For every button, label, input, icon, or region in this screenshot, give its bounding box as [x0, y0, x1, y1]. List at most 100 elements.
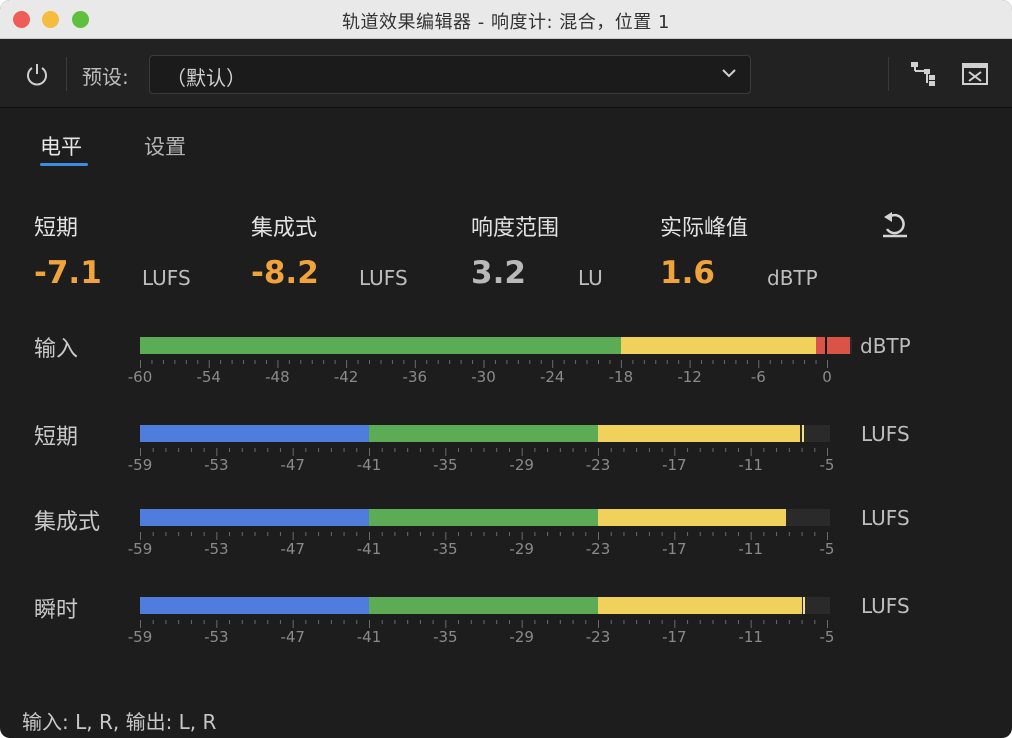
short-term-value: -7.1 — [34, 255, 102, 291]
loudness-range-label: 响度范围 — [471, 216, 560, 241]
meter-segment — [369, 597, 598, 614]
meter-segment — [140, 337, 621, 354]
tick-label: -54 — [196, 368, 221, 386]
tick-label: -23 — [585, 540, 611, 558]
momentary-meter — [140, 597, 830, 614]
short-term-meter — [140, 425, 830, 442]
tab-levels[interactable]: 电平 — [40, 135, 82, 159]
short-term-meter-label: 短期 — [34, 425, 79, 450]
tick-label: -35 — [433, 628, 458, 646]
tick-label: -59 — [127, 628, 153, 646]
tick-label: -17 — [662, 540, 687, 558]
meter-segment — [140, 425, 369, 442]
loudness-range-unit: LU — [578, 266, 603, 290]
preset-dropdown[interactable]: （默认） — [149, 55, 751, 94]
tick-marks — [140, 448, 828, 456]
close-box-icon[interactable] — [962, 63, 988, 85]
preset-value: （默认） — [166, 66, 246, 90]
momentary-meter-label: 瞬时 — [34, 598, 79, 623]
tick-label: -35 — [433, 540, 458, 558]
tick-label: -11 — [738, 540, 763, 558]
meter-segment — [620, 337, 816, 354]
tick-label: -23 — [585, 628, 611, 646]
tick-label: -6 — [750, 368, 766, 386]
toolbar-divider — [888, 57, 889, 91]
input-meter-unit: dBTP — [860, 334, 911, 358]
window-title: 轨道效果编辑器 - 响度计: 混合，位置 1 — [342, 12, 670, 33]
tick-label: -53 — [204, 456, 229, 474]
meter-segment — [369, 509, 598, 526]
tick-label: -47 — [280, 628, 305, 646]
meter-segment — [140, 509, 369, 526]
input-meter — [140, 337, 852, 354]
tick-label: -59 — [127, 540, 153, 558]
tick-label: -12 — [677, 368, 702, 386]
tick-label: -48 — [265, 368, 290, 386]
input-meter-label: 输入 — [34, 337, 79, 362]
maximize-window-button[interactable] — [72, 11, 89, 28]
input-meter-ticks: -60 -54 -48 -42 -36 -30 -24 -18 -12 -6 0 — [128, 355, 852, 386]
tick-label: -5 — [819, 456, 835, 474]
true-peak-unit: dBTP — [767, 266, 818, 290]
meter-segment — [369, 425, 598, 442]
peak-hold-marker — [824, 337, 827, 354]
integrated-label: 集成式 — [251, 216, 318, 241]
momentary-meter-ticks: -59 -53 -47 -41 -35 -29 -23 -17 -11 -5 — [128, 615, 834, 646]
effect-toolbar: 预设: （默认） — [0, 39, 1012, 108]
tick-label: -11 — [738, 628, 763, 646]
title-bar[interactable]: 轨道效果编辑器 - 响度计: 混合，位置 1 — [0, 0, 1012, 39]
tick-label: -17 — [662, 456, 687, 474]
tick-label: -18 — [608, 368, 634, 386]
tick-label: 0 — [822, 368, 832, 386]
integrated-meter-ticks: -59 -53 -47 -41 -35 -29 -23 -17 -11 -5 — [128, 527, 834, 558]
tick-marks — [140, 620, 828, 628]
integrated-value: -8.2 — [251, 255, 319, 291]
short-term-unit: LUFS — [142, 266, 191, 290]
tick-label: -29 — [509, 628, 534, 646]
integrated-meter — [140, 509, 830, 526]
short-term-meter-ticks: -59 -53 -47 -41 -35 -29 -23 -17 -11 -5 — [128, 443, 834, 474]
meter-segment — [598, 425, 801, 442]
reset-icon[interactable] — [880, 211, 910, 239]
tick-label: -59 — [127, 456, 153, 474]
active-tab-indicator — [40, 163, 88, 166]
integrated-unit: LUFS — [359, 266, 408, 290]
meter-segment — [598, 509, 787, 526]
meter-segment — [598, 597, 802, 614]
tab-settings[interactable]: 设置 — [144, 135, 186, 159]
preset-label: 预设: — [82, 65, 129, 89]
tick-label: -41 — [356, 456, 382, 474]
routing-icon[interactable] — [910, 61, 938, 87]
tick-label: -17 — [662, 628, 687, 646]
integrated-meter-label: 集成式 — [34, 510, 101, 535]
tick-label: -47 — [280, 540, 305, 558]
tick-label: -30 — [471, 368, 496, 386]
tick-label: -5 — [819, 628, 835, 646]
power-icon[interactable] — [24, 62, 50, 88]
minimize-window-button[interactable] — [42, 11, 59, 28]
integrated-meter-unit: LUFS — [861, 506, 910, 530]
loudness-range-value: 3.2 — [471, 255, 526, 291]
tick-label: -36 — [402, 368, 428, 386]
tick-label: -53 — [204, 628, 229, 646]
tick-marks — [140, 360, 828, 368]
meter-segment — [140, 597, 369, 614]
tick-label: -47 — [280, 456, 305, 474]
tick-label: -11 — [738, 456, 763, 474]
tick-label: -41 — [356, 628, 382, 646]
peak-hold-marker — [802, 597, 805, 614]
tick-label: -29 — [509, 456, 534, 474]
close-window-button[interactable] — [13, 11, 30, 28]
meter-segment — [815, 337, 850, 354]
true-peak-label: 实际峰值 — [660, 216, 749, 241]
tick-label: -23 — [585, 456, 611, 474]
toolbar-divider — [66, 57, 67, 91]
io-routing-text: 输入: L, R, 输出: L, R — [22, 710, 217, 734]
tick-marks — [140, 532, 828, 540]
short-term-meter-unit: LUFS — [861, 422, 910, 446]
peak-hold-marker — [801, 425, 804, 442]
tick-label: -5 — [819, 540, 835, 558]
momentary-meter-unit: LUFS — [861, 594, 910, 618]
tick-label: -35 — [433, 456, 458, 474]
